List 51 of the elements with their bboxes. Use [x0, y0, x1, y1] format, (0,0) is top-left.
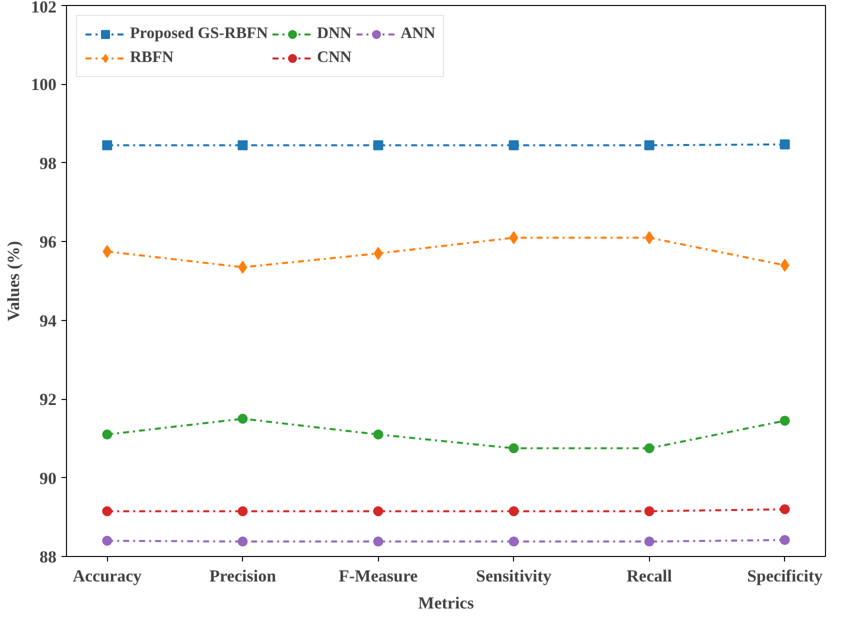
point [102, 244, 112, 258]
y-tick-label: 98 [40, 154, 56, 173]
point [373, 430, 384, 440]
x-tick-label: Precision [209, 566, 277, 586]
x-axis-title: Metrics [418, 594, 474, 612]
x-tick-label: Specificity [747, 566, 824, 586]
legend-label: DNN [316, 25, 352, 43]
point [780, 139, 790, 150]
point [238, 414, 248, 424]
x-tick-label: F-Measure [338, 566, 418, 586]
point [644, 443, 654, 454]
point [644, 506, 654, 516]
point [238, 260, 248, 274]
point [780, 534, 790, 545]
y-tick-label: 88 [40, 548, 56, 566]
y-tick-label: 96 [40, 232, 56, 252]
x-tick-label: Accuracy [72, 566, 142, 586]
point [780, 258, 790, 272]
y-tick-label: 94 [40, 311, 57, 330]
point [373, 140, 384, 150]
point [373, 536, 384, 547]
point [102, 536, 112, 546]
point [644, 231, 654, 244]
point [102, 140, 112, 150]
y-tick-label: 102 [31, 0, 56, 16]
point [508, 536, 519, 547]
x-tick-label: Recall [626, 566, 672, 586]
point [238, 536, 248, 547]
y-tick-label: 92 [40, 390, 56, 410]
legend-label: CNN [316, 49, 352, 67]
point [780, 416, 790, 426]
point [373, 506, 384, 516]
y-axis-title: Values (%) [4, 240, 23, 322]
point [508, 140, 519, 150]
point [508, 443, 519, 454]
point [644, 140, 654, 150]
point [238, 140, 248, 150]
y-tick-label: 90 [40, 468, 56, 488]
y-tick-label: 100 [31, 75, 56, 94]
legend-label: Proposed GS-RBFN [130, 25, 268, 43]
point [644, 536, 654, 547]
point [374, 246, 383, 260]
point [102, 506, 112, 516]
point [509, 231, 518, 244]
point [508, 506, 519, 516]
x-tick-label: Sensitivity [476, 566, 552, 586]
point [780, 504, 790, 514]
point [102, 430, 112, 440]
legend-label: RBFN [130, 49, 174, 67]
legend-label: ANN [400, 25, 436, 43]
point [238, 506, 248, 516]
